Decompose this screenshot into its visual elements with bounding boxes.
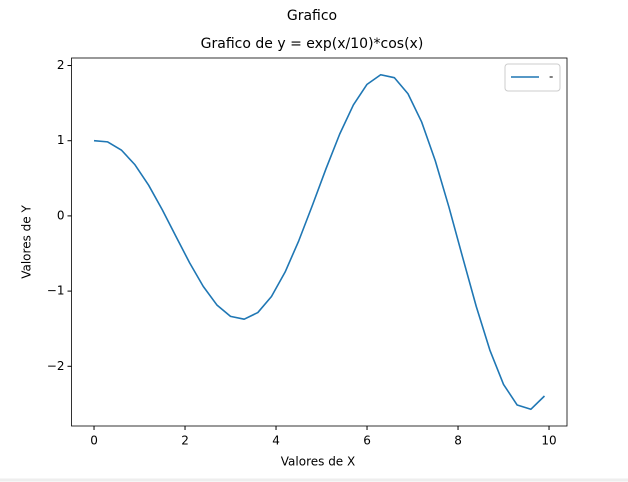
legend-label: -: [549, 70, 553, 84]
y-tick-label: 0: [57, 208, 65, 222]
y-tick-label: 1: [57, 133, 65, 147]
y-tick-label: −2: [47, 359, 65, 373]
x-tick-label: 2: [181, 434, 189, 448]
data-line: [93, 73, 546, 411]
x-axis-label: Valores de X: [281, 455, 355, 469]
x-tick-label: 8: [454, 434, 462, 448]
axes-frame: [71, 57, 568, 427]
y-axis-label: Valores de Y: [20, 205, 34, 279]
x-tick-label: 10: [541, 434, 556, 448]
y-tick-label: −1: [47, 284, 65, 298]
x-tick-label: 4: [272, 434, 280, 448]
x-tick-label: 6: [363, 434, 371, 448]
x-tick-label: 0: [90, 434, 98, 448]
y-tick-label: 2: [57, 58, 65, 72]
chart-title: Grafico de y = exp(x/10)*cos(x): [201, 36, 424, 52]
suptitle: Grafico: [287, 8, 337, 24]
